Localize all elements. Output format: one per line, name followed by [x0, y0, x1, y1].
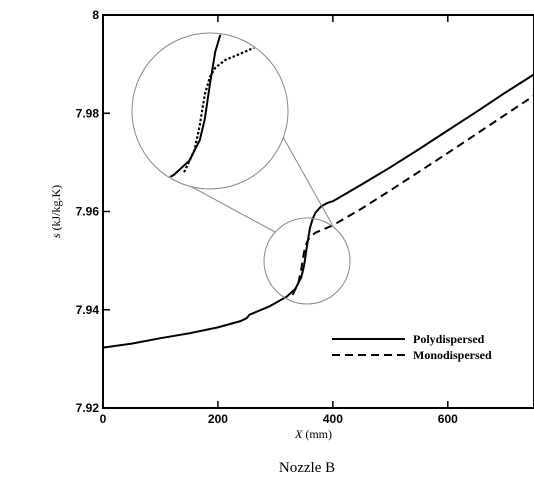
x-axis-variable: X	[294, 427, 303, 441]
legend-label-monodispersed: Monodispersed	[413, 348, 492, 362]
y-tick-label: 7.98	[76, 106, 100, 120]
y-tick-label: 7.92	[76, 401, 100, 415]
zoom-source-circle	[263, 217, 351, 305]
x-tick-label: 600	[438, 412, 458, 426]
x-axis-title: X (mm)	[294, 427, 332, 441]
y-tick-label: 8	[92, 8, 99, 22]
axis-ticks: 0 200 400 600 7.92 7.94 7.96 7.98 8	[76, 8, 458, 426]
zoom-series-scaled	[133, 34, 287, 188]
y-tick-label: 7.96	[76, 205, 100, 219]
y-axis-title: s (kJ/kg.K)	[49, 185, 63, 238]
zoom-inset	[131, 32, 351, 305]
y-axis-unit: (kJ/kg.K)	[49, 185, 63, 234]
y-tick-label: 7.94	[76, 303, 100, 317]
zoom-series-line-monodispersed	[183, 34, 287, 173]
x-tick-label: 400	[323, 412, 343, 426]
series-line-polydispersed	[103, 73, 534, 349]
y-axis-variable: s	[49, 233, 63, 238]
series-line-monodispersed	[291, 94, 534, 296]
plot-content	[103, 73, 534, 349]
x-axis-unit: (mm)	[302, 427, 332, 441]
figure-caption: Nozzle B	[279, 460, 335, 476]
zoom-magnified-circle	[131, 32, 289, 190]
zoom-series	[133, 34, 287, 188]
legend-label-polydispersed: Polydispersed	[413, 332, 485, 346]
zoom-connector-line	[282, 136, 334, 227]
x-tick-label: 0	[100, 412, 107, 426]
zoom-series-line-polydispersed	[133, 34, 287, 188]
x-tick-label: 200	[208, 412, 228, 426]
legend: Polydispersed Monodispersed	[332, 332, 492, 362]
